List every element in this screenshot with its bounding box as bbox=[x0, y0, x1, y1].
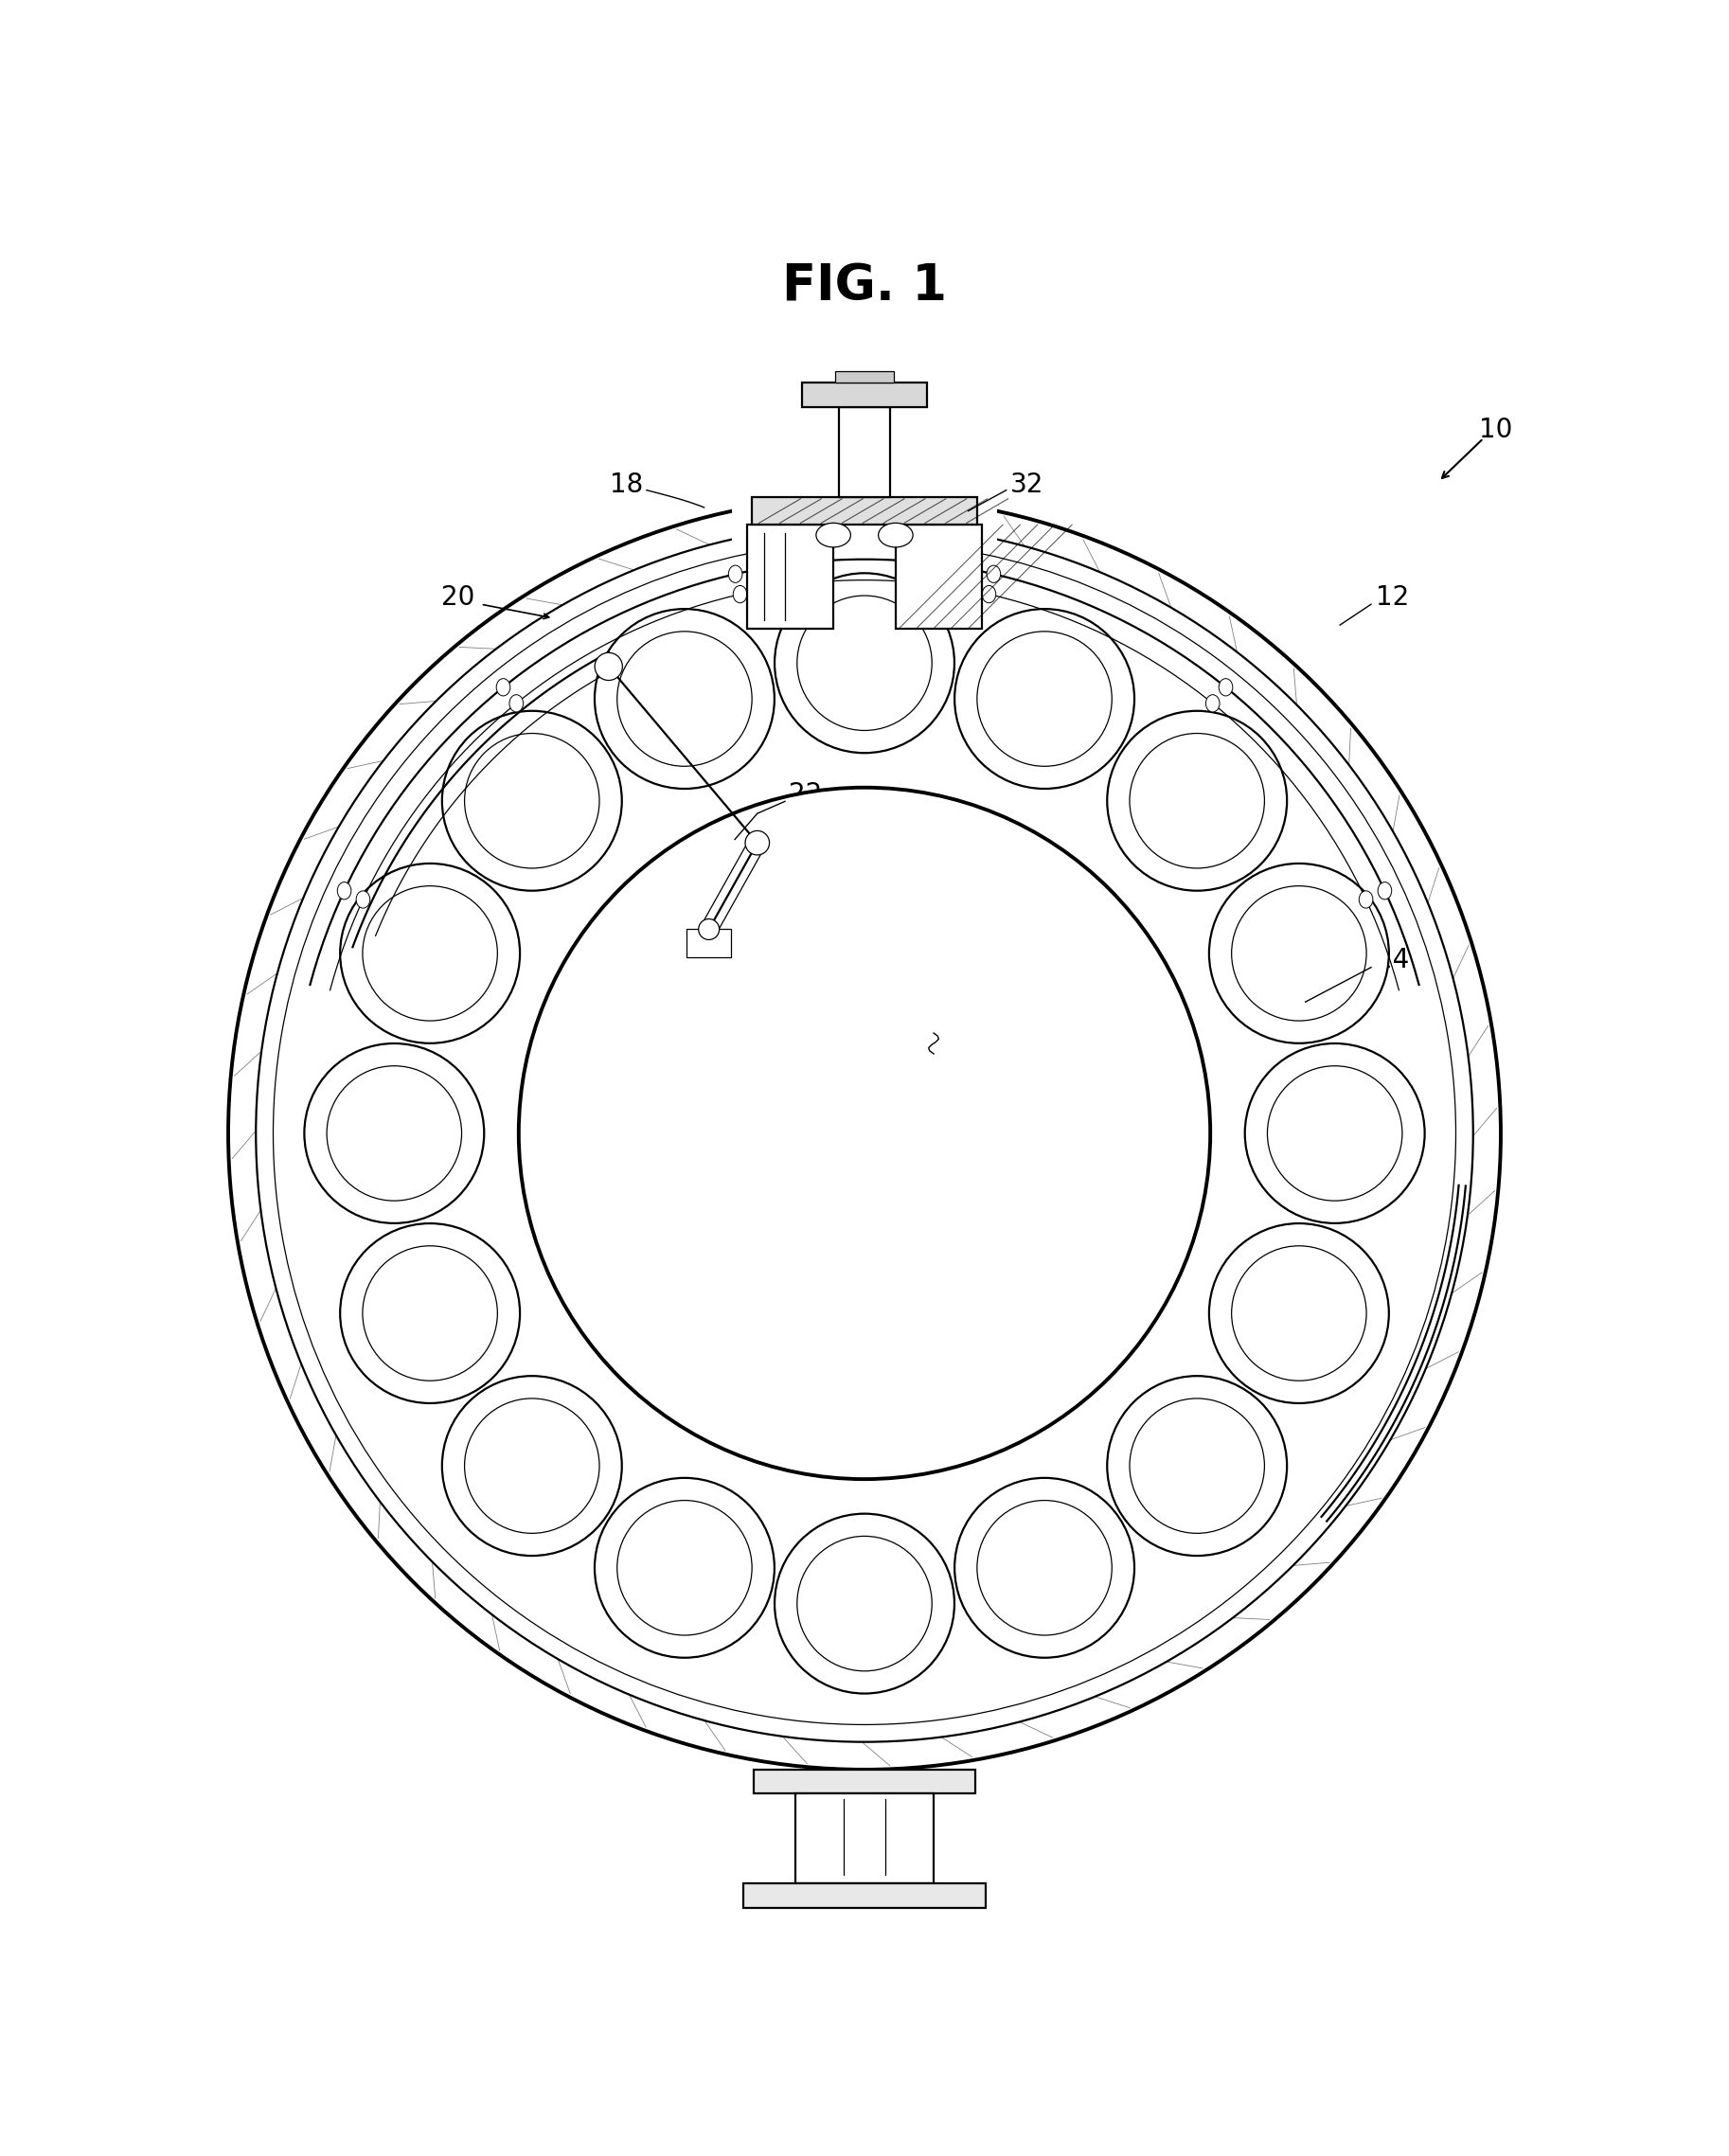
Circle shape bbox=[977, 632, 1112, 765]
Circle shape bbox=[363, 886, 498, 1020]
Ellipse shape bbox=[356, 890, 370, 908]
Ellipse shape bbox=[337, 882, 351, 899]
Ellipse shape bbox=[878, 524, 913, 548]
Circle shape bbox=[443, 711, 622, 890]
Circle shape bbox=[1209, 862, 1388, 1044]
Circle shape bbox=[256, 524, 1473, 1742]
Circle shape bbox=[1245, 1044, 1425, 1222]
Circle shape bbox=[465, 1399, 600, 1533]
Circle shape bbox=[797, 595, 932, 731]
Ellipse shape bbox=[510, 694, 524, 711]
Text: 16: 16 bbox=[927, 996, 961, 1022]
Ellipse shape bbox=[1219, 679, 1233, 696]
Bar bbox=[839, 407, 890, 498]
Circle shape bbox=[341, 862, 520, 1044]
Bar bbox=[835, 371, 894, 384]
Circle shape bbox=[954, 608, 1134, 789]
Circle shape bbox=[699, 918, 719, 940]
Ellipse shape bbox=[728, 565, 742, 582]
Text: 20: 20 bbox=[441, 584, 475, 610]
Ellipse shape bbox=[816, 524, 851, 548]
Bar bbox=[752, 498, 977, 524]
Circle shape bbox=[1129, 1399, 1264, 1533]
Bar bbox=[896, 524, 982, 627]
Ellipse shape bbox=[1378, 882, 1392, 899]
Text: FIG. 1: FIG. 1 bbox=[782, 261, 947, 310]
Circle shape bbox=[1231, 1246, 1366, 1380]
Bar bbox=[795, 1794, 934, 1884]
Circle shape bbox=[595, 653, 622, 681]
Circle shape bbox=[775, 573, 954, 752]
Circle shape bbox=[797, 1537, 932, 1671]
Circle shape bbox=[273, 541, 1456, 1725]
Ellipse shape bbox=[987, 565, 1001, 582]
Circle shape bbox=[617, 632, 752, 765]
Circle shape bbox=[775, 1514, 954, 1692]
Circle shape bbox=[745, 830, 769, 856]
Text: 10: 10 bbox=[1478, 416, 1513, 442]
Circle shape bbox=[304, 1044, 484, 1222]
Text: 22: 22 bbox=[788, 780, 821, 808]
Bar bbox=[754, 1770, 975, 1794]
Bar bbox=[686, 929, 731, 957]
Ellipse shape bbox=[496, 679, 510, 696]
Text: 32: 32 bbox=[1010, 472, 1043, 498]
Bar bbox=[802, 384, 927, 407]
Bar bbox=[747, 524, 833, 627]
Text: 18: 18 bbox=[610, 472, 643, 498]
Bar bbox=[731, 496, 998, 543]
Circle shape bbox=[341, 1222, 520, 1404]
Circle shape bbox=[595, 1477, 775, 1658]
Ellipse shape bbox=[1359, 890, 1373, 908]
Ellipse shape bbox=[982, 586, 996, 604]
Circle shape bbox=[954, 1477, 1134, 1658]
Circle shape bbox=[595, 608, 775, 789]
Circle shape bbox=[1107, 1376, 1286, 1557]
Bar bbox=[743, 1884, 986, 1908]
Circle shape bbox=[617, 1501, 752, 1634]
Circle shape bbox=[1129, 733, 1264, 869]
Circle shape bbox=[363, 1246, 498, 1380]
Circle shape bbox=[465, 733, 600, 869]
Circle shape bbox=[1209, 1222, 1388, 1404]
Ellipse shape bbox=[1205, 694, 1219, 711]
Circle shape bbox=[327, 1065, 462, 1201]
Circle shape bbox=[1107, 711, 1286, 890]
Circle shape bbox=[228, 498, 1501, 1770]
Circle shape bbox=[1267, 1065, 1402, 1201]
Circle shape bbox=[443, 1376, 622, 1557]
Text: 12: 12 bbox=[1376, 584, 1409, 610]
Text: 24: 24 bbox=[1376, 946, 1409, 975]
Ellipse shape bbox=[733, 586, 747, 604]
Circle shape bbox=[519, 787, 1210, 1479]
Circle shape bbox=[1231, 886, 1366, 1020]
Circle shape bbox=[977, 1501, 1112, 1634]
